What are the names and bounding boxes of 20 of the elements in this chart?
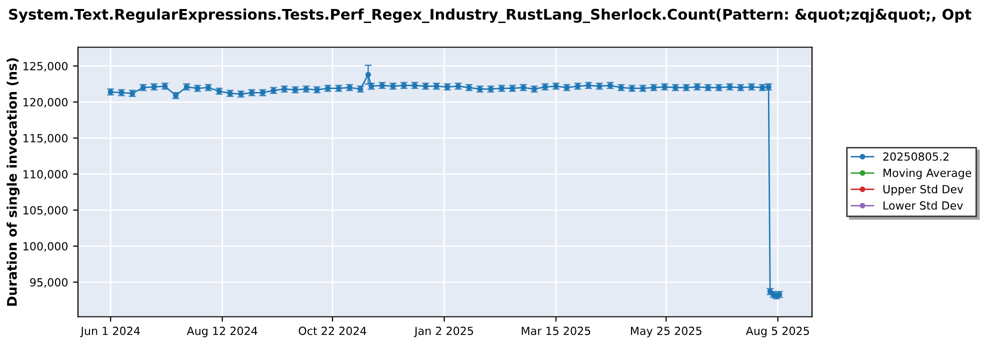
legend-label: Moving Average [884, 168, 972, 180]
x-tick-label: Oct 22 2024 [298, 326, 366, 336]
legend-label: Lower Std Dev [884, 201, 963, 210]
legend-label: Upper Std Dev [883, 184, 964, 196]
chart-title: System.Text.RegularExpressions.Tests.Perf_Regex_Industry_RustLang_Sherlock.Count(Pattern: &quot;zqj&quot;, Opt [9, 8, 972, 24]
y-tick-label: 100,000 [24, 242, 68, 252]
y-tick-label: 115,000 [24, 134, 68, 144]
x-tick-label: Jan 2 2025 [414, 326, 474, 338]
y-tick-label: 125,000 [24, 62, 68, 72]
y-tick-label: 105,000 [24, 206, 68, 216]
x-tick-label: Aug 5 2025 [746, 326, 809, 338]
y-tick-label: 95,000 [30, 278, 68, 288]
y-tick-label: 110,000 [24, 170, 68, 180]
x-tick-label: Jun 1 2024 [80, 326, 140, 338]
x-tick-label: Mar 15 2025 [522, 326, 590, 336]
legend-label: 20250805.2 [883, 152, 949, 161]
y-axis-title: Duration of single invocation (ns) [6, 58, 20, 306]
x-tick-label: Aug 12 2024 [186, 326, 258, 338]
x-tick-label: May 25 2025 [630, 326, 702, 338]
y-tick-label: 120,000 [24, 98, 68, 108]
